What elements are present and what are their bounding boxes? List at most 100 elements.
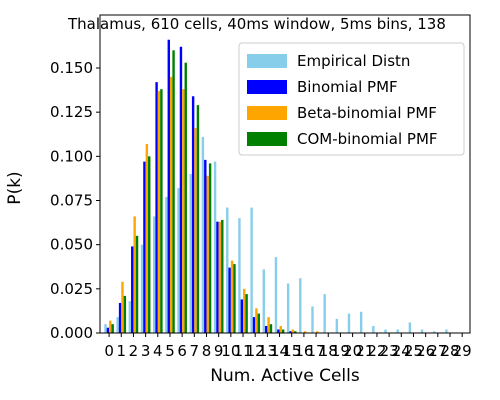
x-tick-label-6: 6 <box>177 342 187 360</box>
x-tick-label-0: 0 <box>104 342 114 360</box>
legend-label-combinomial: COM-binomial PMF <box>297 130 438 148</box>
bar-empirical-15 <box>286 283 290 333</box>
bar-betabinomial-10 <box>230 260 234 333</box>
bar-empirical-17 <box>311 306 314 333</box>
bar-combinomial-15 <box>294 331 297 333</box>
y-tick-label-3: 0.075 <box>50 192 93 210</box>
bar-empirical-0 <box>104 324 107 333</box>
bar-binomial-1 <box>118 302 122 333</box>
bar-binomial-4 <box>155 82 158 333</box>
bar-empirical-24 <box>396 329 399 333</box>
bar-betabinomial-1 <box>121 281 124 333</box>
bar-betabinomial-7 <box>194 128 197 333</box>
y-axis-label: P(k) <box>5 171 25 204</box>
bar-betabinomial-11 <box>243 288 246 333</box>
bar-combinomial-5 <box>172 50 175 333</box>
bar-combinomial-13 <box>269 324 273 333</box>
bar-empirical-3 <box>140 244 144 333</box>
legend-label-empirical: Empirical Distn <box>297 52 410 70</box>
bar-empirical-5 <box>165 196 168 333</box>
bar-betabinomial-14 <box>279 325 282 333</box>
legend-swatch-binomial <box>247 80 287 94</box>
x-tick-label-1: 1 <box>117 342 127 360</box>
x-tick-label-3: 3 <box>141 342 151 360</box>
bar-empirical-2 <box>128 301 132 333</box>
bar-empirical-22 <box>372 325 375 333</box>
bar-combinomial-14 <box>281 329 285 333</box>
bar-empirical-1 <box>116 317 119 333</box>
x-tick-label-27: 27 <box>428 342 447 360</box>
plot-frame <box>99 14 471 334</box>
legend: Empirical Distn Binomial PMF Beta-binomial… <box>238 42 465 156</box>
bar-binomial-8 <box>204 159 207 333</box>
x-tick-label-16: 16 <box>294 342 313 360</box>
bar-empirical-19 <box>335 318 339 333</box>
x-tick-label-29: 29 <box>453 342 472 360</box>
bar-empirical-13 <box>262 269 265 333</box>
bar-binomial-6 <box>179 46 183 334</box>
y-tick-label-1: 0.025 <box>50 280 93 298</box>
bar-empirical-6 <box>177 188 180 333</box>
bar-betabinomial-6 <box>182 89 185 333</box>
bar-empirical-27 <box>433 331 436 333</box>
y-tick-label-5: 0.125 <box>50 103 93 121</box>
x-tick-label-8: 8 <box>202 342 212 360</box>
legend-swatch-combinomial <box>247 132 287 146</box>
x-tick-label-4: 4 <box>153 342 163 360</box>
bar-binomial-11 <box>240 299 244 333</box>
bar-empirical-25 <box>408 322 412 333</box>
bar-empirical-28 <box>445 329 448 333</box>
bar-combinomial-2 <box>135 235 139 333</box>
bar-binomial-2 <box>131 246 134 333</box>
bar-combinomial-12 <box>257 313 260 333</box>
x-tick-label-5: 5 <box>165 342 175 360</box>
bar-combinomial-8 <box>208 163 212 333</box>
bar-combinomial-11 <box>245 294 248 333</box>
bar-betabinomial-4 <box>157 90 161 333</box>
bar-combinomial-6 <box>184 62 187 333</box>
y-tick-label-6: 0.150 <box>50 59 93 77</box>
legend-box <box>238 42 465 156</box>
x-tick-label-14: 14 <box>270 342 289 360</box>
x-tick-label-7: 7 <box>190 342 200 360</box>
bar-binomial-12 <box>252 317 256 333</box>
x-tick-label-23: 23 <box>380 342 399 360</box>
x-tick-label-26: 26 <box>416 342 435 360</box>
bar-combinomial-10 <box>233 264 236 333</box>
bar-binomial-3 <box>143 161 146 333</box>
bar-binomial-5 <box>167 39 170 333</box>
legend-swatch-empirical <box>247 54 287 68</box>
bar-empirical-10 <box>226 207 229 333</box>
x-tick-label-15: 15 <box>282 342 301 360</box>
bar-betabinomial-5 <box>169 76 173 333</box>
bar-empirical-26 <box>420 329 424 333</box>
bar-combinomial-0 <box>111 324 114 333</box>
bar-empirical-11 <box>238 218 241 333</box>
bar-binomial-0 <box>106 327 110 333</box>
y-tick-label-2: 0.050 <box>50 236 93 254</box>
bar-betabinomial-17 <box>316 331 319 333</box>
bar-binomial-14 <box>277 329 280 333</box>
bar-binomial-9 <box>216 221 219 333</box>
bar-betabinomial-3 <box>145 143 149 333</box>
bar-empirical-9 <box>213 161 217 333</box>
bar-combinomial-4 <box>160 89 163 333</box>
bar-empirical-8 <box>201 136 205 333</box>
bar-betabinomial-9 <box>218 221 222 333</box>
bar-betabinomial-8 <box>206 175 209 333</box>
bar-binomial-13 <box>264 325 268 333</box>
bar-combinomial-9 <box>221 219 224 333</box>
bar-empirical-16 <box>299 278 302 333</box>
x-tick-label-18: 18 <box>319 342 338 360</box>
chart-title: Thalamus, 610 cells, 40ms window, 5ms bi… <box>67 15 446 33</box>
x-tick-label-10: 10 <box>221 342 240 360</box>
bar-empirical-18 <box>323 294 326 333</box>
legend-label-betabinomial: Beta-binomial PMF <box>297 104 437 122</box>
bar-empirical-20 <box>347 313 351 333</box>
bar-empirical-21 <box>359 311 363 333</box>
bar-empirical-23 <box>384 329 387 333</box>
x-tick-label-11: 11 <box>233 342 252 360</box>
bar-empirical-14 <box>274 257 278 333</box>
legend-label-binomial: Binomial PMF <box>297 78 398 96</box>
